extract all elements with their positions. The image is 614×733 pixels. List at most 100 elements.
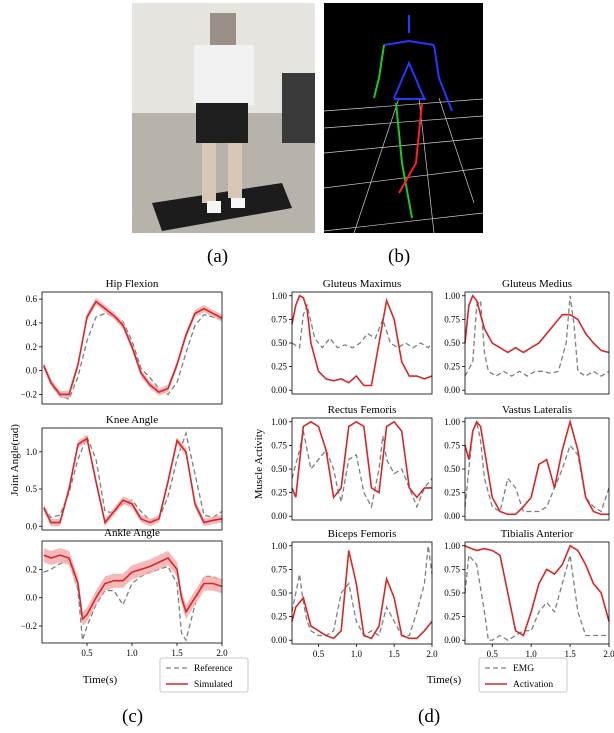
y-tick-label: 0.0 [26,593,38,603]
x-tick-label: 2.0 [603,649,614,659]
x-tick-label: 1.0 [126,648,138,658]
y-tick-label: 0.25 [271,362,287,372]
series-line-activation [464,544,610,637]
series-line-emg [464,553,609,641]
chart-hip-flexion: Hip Flexion −0.2 0.0 0.2 0.4 0.6 Joint Angle(r… [9,278,223,496]
chart-title: Gluteus Maximus [323,278,402,290]
y-tick-label: 0.50 [271,464,287,474]
y-tick-label: 0.2 [26,564,37,574]
y-tick-label: 0.00 [444,385,460,395]
x-tick-label: 2.0 [426,649,438,659]
plot-frame [291,417,433,521]
y-tick-label: 0.4 [26,318,38,328]
chart-ankle-angle: Ankle Angle −0.2 0.0 0.2 0.5 1.0 1.5 2.0 Time(s)… [21,527,249,693]
series-band [43,297,222,399]
panel-d-x-axis-label: Time(s) [427,674,462,686]
series-line-emg [464,419,610,513]
y-tick-label: 1.00 [444,541,460,551]
chart-tibialis-anterior: Tibialis Anterior 0.00 0.25 0.50 0.75 1.00 0.5… [444,528,614,659]
series-line-simulated [43,437,223,525]
chart-biceps-femoris: Biceps Femoris 0.00 0.25 0.50 0.75 1.00 0.5 1.0… [271,528,438,659]
chart-title: Hip Flexion [106,278,159,290]
chart-rectus-femoris: Rectus Femoris 0.00 0.25 0.50 0.75 1.00 Muscle… [253,404,433,521]
y-tick-label: 0.00 [444,511,460,521]
series-line-activation [291,420,432,500]
chart-title: Vastus Lateralis [502,404,572,416]
series-line-activation [464,294,610,354]
y-tick-label: 0.75 [271,314,287,324]
y-tick-label: 0.25 [271,488,287,498]
chart-gluteus-medius: Gluteus Medius 0.00 0.25 0.50 0.75 1.00 [444,278,610,395]
y-tick-label: 0.75 [271,440,287,450]
y-tick-label: −0.2 [21,621,37,631]
series-line-simulated [43,554,223,621]
y-tick-label: 0.5 [26,484,38,494]
plot-frame [291,541,433,645]
plot-frame [41,427,223,531]
legend-label: Simulated [194,680,233,690]
plot-frame [291,291,433,395]
x-tick-label: 1.0 [351,649,363,659]
y-tick-label: 0.50 [444,464,460,474]
y-tick-label: 0.2 [26,342,37,352]
y-axis-label: Joint Angle(rad) [9,424,21,496]
y-tick-label: 0.0 [26,521,38,531]
plot-frame [464,541,610,645]
y-tick-label: 0.50 [271,338,287,348]
series-line-emg [464,295,610,377]
x-axis-label: Time(s) [83,674,118,686]
legend-label: Reference [194,663,233,674]
legend-label: EMG [513,664,534,674]
y-tick-label: 0.25 [271,612,287,622]
y-tick-label: 0.25 [444,488,460,498]
y-tick-label: 0.0 [26,366,38,376]
series-line-emg [291,431,433,509]
series-line-activation [291,550,433,640]
chart-title: Tibialis Anterior [501,528,574,540]
chart-title: Ankle Angle [104,527,160,539]
series-line-reference [43,312,223,401]
y-tick-label: 0.6 [26,294,38,304]
chart-title: Gluteus Medius [502,278,572,290]
y-tick-label: 0.25 [444,612,460,622]
series-line-reference [43,430,223,522]
plot-frame [41,291,223,405]
series-line-simulated [43,300,223,396]
plot-frame [464,291,610,395]
plot-frame [464,417,610,521]
caption-a: (a) [207,246,229,267]
series-band [43,434,222,527]
x-tick-label: 1.5 [564,649,576,659]
chart-knee-angle: Knee Angle 0.0 0.5 1.0 [26,414,223,531]
y-tick-label: 0.75 [444,440,460,450]
y-tick-label: 1.0 [26,447,38,457]
y-tick-label: 0.00 [271,635,287,645]
series-line-emg [291,303,433,349]
y-tick-label: 1.00 [271,541,287,551]
x-tick-label: 1.5 [171,648,183,658]
x-tick-label: 0.5 [487,649,499,659]
y-tick-label: 0.50 [444,338,460,348]
legend: Reference Simulated [159,657,249,693]
y-tick-label: 0.75 [444,314,460,324]
y-tick-label: 1.00 [271,291,287,301]
chart-title: Biceps Femoris [328,528,397,540]
legend-label: Activation [513,680,553,690]
caption-d: (d) [418,706,441,727]
y-tick-label: −0.2 [21,389,37,399]
series-line-activation [291,294,433,387]
treadmill-photo [132,3,315,233]
y-tick-label: 1.00 [444,291,460,301]
caption-c: (c) [122,706,144,727]
series-band [43,548,222,626]
x-tick-label: 0.5 [81,648,93,658]
chart-gluteus-maximus: Gluteus Maximus 0.00 0.25 0.50 0.75 1.00 [271,278,433,395]
y-tick-label: 0.50 [444,588,460,598]
series-line-activation [464,418,609,516]
y-tick-label: 1.00 [444,417,460,427]
caption-b: (b) [388,246,411,267]
chart-title: Knee Angle [106,414,158,426]
x-tick-label: 1.0 [526,649,538,659]
chart-vastus-lateralis: Vastus Lateralis 0.00 0.25 0.50 0.75 1.00 [444,404,610,521]
y-tick-label: 0.00 [271,385,287,395]
